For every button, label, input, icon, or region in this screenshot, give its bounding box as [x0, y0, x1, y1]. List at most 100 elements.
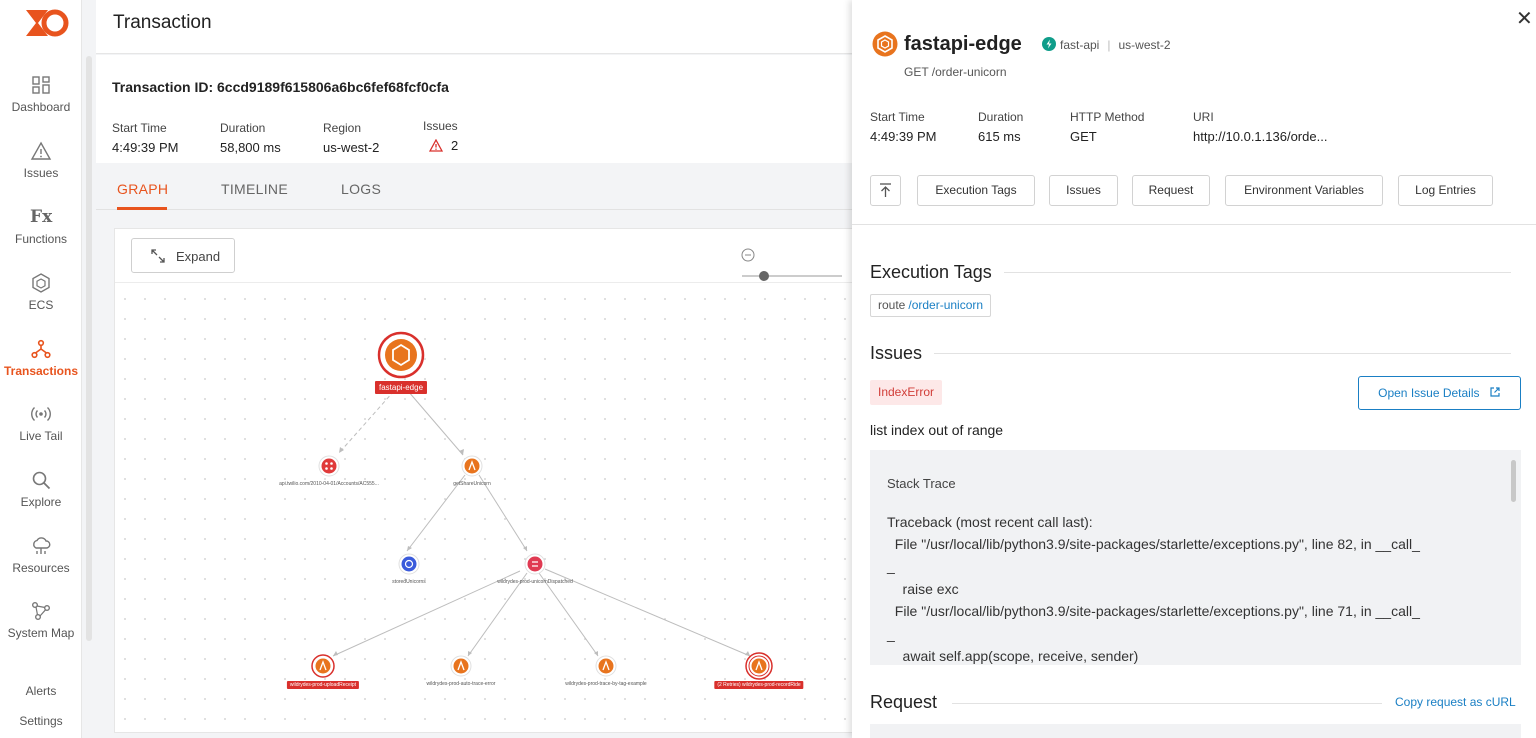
sidebar-item-ecs[interactable]: ECS	[0, 272, 82, 312]
stack-line: _	[887, 626, 895, 642]
fx-icon: Fx	[30, 207, 53, 227]
sidebar-item-issues[interactable]: Issues	[0, 140, 82, 180]
function-badges: fast-api | us-west-2	[1042, 37, 1171, 52]
sidebar-item-label: ECS	[28, 298, 54, 312]
drawer-header: ✕ fastapi-edge fast-api | us-west-2 GET /o…	[852, 0, 1536, 225]
drawer-method-value: GET	[1070, 129, 1097, 144]
resources-icon	[33, 537, 51, 554]
function-route: GET /order-unicorn	[904, 65, 1007, 79]
request-heading: Request	[870, 692, 950, 713]
route-tag: route/order-unicorn	[870, 294, 992, 317]
stack-trace-title: Stack Trace	[887, 476, 956, 491]
node-label-trace-tag: wildrydes-prod-trace-by-tag-example	[565, 681, 647, 687]
issues-value[interactable]: 2	[429, 138, 458, 153]
start-time-label: Start Time	[112, 121, 167, 135]
sidebar-item-label: Transactions	[3, 364, 79, 378]
issues-label: Issues	[423, 119, 458, 133]
open-issue-details-button[interactable]: Open Issue Details	[1358, 376, 1521, 410]
stack-line: Traceback (most recent call last):	[887, 514, 1093, 530]
tab-logs[interactable]: LOGS	[341, 181, 382, 197]
sidebar-item-label: Alerts	[25, 684, 57, 698]
copy-curl-link[interactable]: Copy request as cURL	[1395, 695, 1516, 709]
graph-edges	[311, 331, 773, 680]
node-label-stored: storedUnicorns	[392, 579, 426, 585]
tag-key: route	[878, 298, 906, 312]
stack-line: raise exc	[887, 581, 959, 597]
node-trace-by-tag[interactable]	[595, 655, 617, 677]
sidebar-item-label: Functions	[14, 232, 68, 246]
issues-button[interactable]: Issues	[1049, 175, 1118, 206]
node-auto-trace-error[interactable]	[450, 655, 472, 677]
tab-timeline[interactable]: TIMELINE	[221, 181, 288, 197]
request-body	[870, 724, 1521, 738]
section-divider	[932, 353, 1511, 354]
sidebar-item-settings[interactable]: Settings	[0, 714, 82, 728]
sidebar-item-explore[interactable]: Explore	[0, 469, 82, 509]
graph-toolbar: Expand	[115, 229, 857, 283]
node-label-get-unicorn: getShareUnicorn	[453, 481, 491, 487]
transaction-graph[interactable]: Expand fastapi-edge api.twilio.com/2010-…	[114, 228, 857, 733]
drawer-duration: Duration 615 ms	[978, 110, 1023, 144]
node-get-share-unicorn[interactable]	[461, 455, 483, 477]
dashboard-icon	[32, 76, 50, 94]
sidebar-item-transactions[interactable]: Transactions	[0, 338, 82, 378]
node-label-twilio: api.twilio.com/2010-04-01/Accounts/AC555…	[279, 481, 379, 487]
drawer-uri: URI http://10.0.1.136/orde...	[1193, 110, 1327, 144]
stack-line: File "/usr/local/lib/python3.9/site-pack…	[887, 536, 1420, 552]
duration-value: 58,800 ms	[220, 140, 281, 155]
sidebar-item-live-tail[interactable]: Live Tail	[0, 403, 82, 443]
sidebar-item-alerts[interactable]: Alerts	[0, 684, 82, 698]
zoom-slider[interactable]	[740, 247, 857, 289]
sidebar-item-dashboard[interactable]: Dashboard	[0, 74, 82, 114]
stack-scrollbar[interactable]	[1511, 460, 1516, 502]
zoom-track[interactable]	[742, 268, 842, 284]
stack-trace: Stack Trace Traceback (most recent call …	[870, 450, 1521, 665]
execution-tags-button[interactable]: Execution Tags	[917, 175, 1035, 206]
request-button[interactable]: Request	[1132, 175, 1210, 206]
node-stored-unicorns[interactable]	[398, 553, 420, 575]
sidebar-scrollbar[interactable]	[86, 56, 92, 641]
sidebar-item-label: Dashboard	[11, 100, 71, 114]
drawer-start-time-value: 4:49:39 PM	[870, 129, 937, 144]
scroll-top-button[interactable]	[870, 175, 901, 206]
transactions-icon	[31, 339, 51, 359]
tab-bar: GRAPH TIMELINE LOGS	[96, 163, 856, 210]
expand-button[interactable]: Expand	[131, 238, 235, 273]
node-fastapi-edge[interactable]	[377, 331, 425, 379]
sidebar-item-resources[interactable]: Resources	[0, 535, 82, 575]
sidebar-item-system-map[interactable]: System Map	[0, 600, 82, 640]
tab-graph[interactable]: GRAPH	[117, 181, 169, 197]
stack-line: await self.app(scope, receive, sender)	[887, 648, 1139, 664]
zoom-out-icon[interactable]	[740, 247, 756, 263]
close-icon[interactable]: ✕	[1516, 8, 1533, 30]
sidebar-item-functions[interactable]: Fx Functions	[0, 206, 82, 246]
function-detail-drawer: ✕ fastapi-edge fast-api | us-west-2 GET /o…	[852, 0, 1536, 738]
drawer-duration-label: Duration	[978, 110, 1024, 124]
top-bar: Transaction	[96, 0, 856, 54]
drawer-uri-label: URI	[1193, 110, 1214, 124]
node-label-root: fastapi-edge	[374, 381, 428, 394]
node-twilio-api[interactable]	[318, 455, 340, 477]
search-icon	[32, 471, 51, 490]
log-entries-button[interactable]: Log Entries	[1398, 175, 1493, 206]
sidebar-item-label: Live Tail	[19, 429, 63, 443]
drawer-start-time: Start Time 4:49:39 PM	[870, 110, 937, 144]
sidebar-item-label: Settings	[19, 714, 63, 728]
node-upload-receipt[interactable]	[311, 654, 335, 678]
live-tail-icon	[31, 406, 51, 422]
system-map-icon	[32, 602, 50, 620]
section-divider	[952, 703, 1382, 704]
drawer-duration-value: 615 ms	[978, 129, 1021, 144]
logo-icon[interactable]	[24, 8, 70, 38]
environment-variables-button[interactable]: Environment Variables	[1225, 175, 1383, 206]
node-unicorn-dispatched[interactable]	[524, 553, 546, 575]
node-label-auto-trace: wildrydes-prod-auto-trace-error	[426, 681, 496, 687]
node-record-ride[interactable]	[745, 652, 773, 680]
tag-value[interactable]: /order-unicorn	[908, 298, 984, 312]
start-time-value: 4:49:39 PM	[112, 140, 179, 155]
function-name: fastapi-edge	[904, 33, 1022, 55]
drawer-http-method: HTTP Method GET	[1070, 110, 1144, 144]
region: Region us-west-2	[323, 121, 379, 155]
transaction-header: Transaction ID: 6ccd9189f615806a6bc6fef6…	[96, 55, 856, 163]
open-issue-label: Open Issue Details	[1378, 386, 1480, 400]
